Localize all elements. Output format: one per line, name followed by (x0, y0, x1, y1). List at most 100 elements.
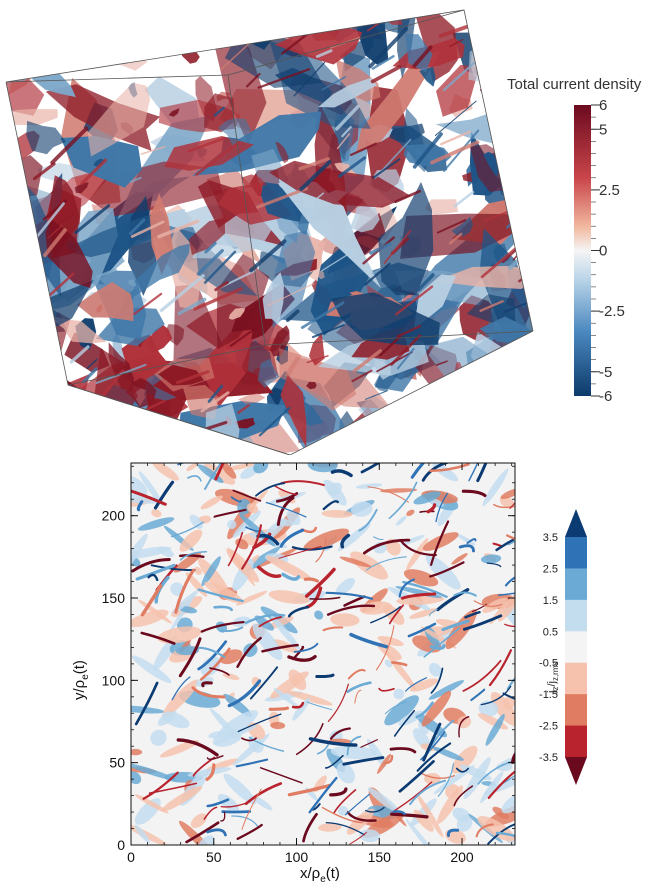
current-blob (468, 418, 500, 455)
current-blob (434, 426, 461, 446)
current-blob (159, 422, 170, 430)
volume-render-svg: Total current density 652.50-2.5-5-6 (0, 0, 657, 455)
current-streak (23, 371, 32, 381)
colorbar-band (565, 600, 587, 632)
current-blob (18, 333, 61, 349)
x-tick-label: 100 (285, 849, 309, 865)
colorbar-title: Total current density (507, 76, 642, 93)
current-blob (74, 426, 107, 438)
current-blob (498, 404, 531, 435)
y-tick-label: 0 (117, 837, 125, 853)
current-streak (478, 3, 505, 36)
colorbar-tick-label: 6 (599, 97, 607, 114)
current-streak (516, 19, 540, 29)
current-streak (141, 11, 167, 33)
colorbar-tick-label: 2.5 (543, 563, 558, 575)
colorbar-tick-label: 0 (599, 243, 607, 260)
current-blob (413, 387, 487, 443)
current-streak (394, 415, 415, 425)
current-streak (459, 395, 483, 424)
current-blob (82, 420, 145, 456)
current-streak (373, 67, 400, 81)
current-blob (111, 427, 146, 455)
current-streak (56, 44, 84, 71)
y-axis-label: y/ρe(t) (71, 660, 91, 700)
current-blob (0, 404, 38, 449)
colorbar-band (565, 694, 587, 726)
current-blob (0, 18, 48, 71)
current-streak (111, 10, 135, 40)
current-streak (248, 24, 276, 42)
current-streak (492, 16, 509, 27)
current-streak (161, 20, 172, 33)
current-streak (519, 423, 528, 431)
current-sheet (317, 675, 333, 676)
colorbar-band (565, 663, 587, 695)
current-streak (455, 192, 473, 206)
current-streak (80, 403, 100, 411)
current-blob (1, 343, 22, 400)
current-blob (141, 0, 191, 54)
current-blob (418, 398, 432, 418)
colorbar-band (565, 568, 587, 600)
current-blob (436, 111, 549, 149)
y-tick-label: 50 (109, 755, 125, 771)
current-streak (90, 412, 127, 433)
colorbar-tick-label: 5 (599, 121, 607, 138)
current-blob (466, 378, 504, 391)
current-blob (0, 399, 116, 455)
colorbar-ticks: 652.50-2.5-5-6 (591, 97, 625, 405)
current-streak (514, 29, 533, 41)
current-blob (26, 121, 66, 154)
current-blob (187, 432, 217, 453)
discrete-colorbar: 3.52.51.50.5-0.5-1.5-2.5-3.5 (539, 509, 587, 785)
colorbar-extend-bottom (565, 757, 587, 785)
colorbar-tick-label: 3.5 (543, 532, 558, 544)
current-blob (14, 287, 44, 305)
current-blob (8, 402, 13, 413)
x-axis-label: x/ρe(t) (300, 865, 340, 882)
current-blob (8, 374, 89, 446)
current-blob (469, 0, 602, 85)
x-tick-label: 200 (450, 849, 474, 865)
colorbar-extend-top (565, 509, 587, 537)
current-streak (200, 3, 223, 22)
current-blob (80, 418, 114, 455)
colorbar-gradient (574, 105, 591, 396)
colorbar-tick-label: -6 (599, 388, 612, 405)
current-blob (517, 91, 536, 114)
colorbar-tick-label: -5 (599, 364, 612, 381)
current-blob (449, 389, 476, 437)
current-blob (173, 19, 185, 30)
current-blob (9, 405, 70, 455)
x-tick-label: 0 (127, 849, 135, 865)
current-blob (314, 19, 332, 32)
current-blob (94, 425, 109, 455)
current-streak (100, 30, 109, 35)
colorbar-tick-label: 0.5 (543, 626, 558, 638)
current-blob (3, 317, 20, 338)
current-streak (454, 394, 473, 417)
current-streak (98, 429, 112, 434)
current-streak (476, 389, 503, 415)
x-tick-label: 50 (206, 849, 222, 865)
current-blob (401, 400, 439, 429)
current-blob (469, 405, 489, 430)
colorbar-tick-label: 2.5 (599, 182, 620, 199)
current-blob (61, 12, 148, 64)
colorbar-tick-label: 1.5 (543, 595, 558, 607)
x-tick-label: 150 (368, 849, 392, 865)
current-blob (45, 379, 76, 433)
current-streak (484, 0, 511, 24)
colorbar-tick-label: -2.5 (539, 721, 558, 733)
current-blob (369, 1, 403, 25)
current-blob (50, 418, 70, 449)
current-streak (514, 244, 527, 259)
current-blob (59, 39, 110, 59)
colorbar-band (565, 726, 587, 758)
current-blob (440, 418, 453, 428)
current-blob (478, 392, 510, 420)
